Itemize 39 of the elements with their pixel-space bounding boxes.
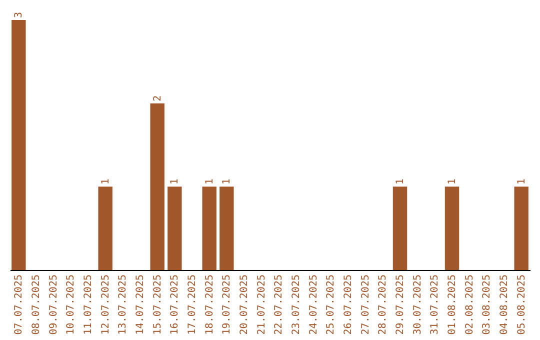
data-label: 1 (170, 178, 181, 185)
data-label: 1 (100, 178, 112, 185)
x-tick-label: 21.07.2025 (256, 274, 268, 335)
x-tick-label: 31.07.2025 (430, 274, 441, 335)
x-tick-label: 26.07.2025 (343, 274, 354, 335)
x-tick-label: 05.08.2025 (516, 274, 528, 335)
x-tick-label: 02.08.2025 (464, 274, 476, 335)
x-tick-label: 12.07.2025 (100, 274, 112, 335)
x-tick-label: 18.07.2025 (204, 274, 216, 335)
x-tick-label: 20.07.2025 (239, 274, 250, 335)
x-tick-label: 23.07.2025 (291, 274, 302, 335)
x-tick-label: 04.08.2025 (499, 274, 510, 335)
x-tick-label: 16.07.2025 (170, 274, 181, 335)
x-tick-label: 08.07.2025 (31, 274, 42, 335)
data-label: 2 (152, 95, 164, 102)
x-tick-label: 29.07.2025 (395, 274, 406, 335)
x-tick-label: 17.07.2025 (187, 274, 198, 335)
x-tick-label: 19.07.2025 (222, 274, 233, 335)
x-tick-label: 03.08.2025 (482, 274, 493, 335)
x-tick-label: 10.07.2025 (66, 274, 77, 335)
data-label: 3 (14, 12, 25, 18)
x-tick-label: 28.07.2025 (378, 274, 389, 335)
x-tick-label: 11.07.2025 (83, 274, 94, 335)
x-tick-label: 30.07.2025 (412, 274, 424, 335)
data-label: 1 (447, 178, 458, 185)
data-label: 1 (204, 178, 216, 185)
x-tick-label: 14.07.2025 (135, 274, 146, 335)
data-label: 1 (222, 178, 233, 185)
x-tick-label: 25.07.2025 (326, 274, 337, 335)
x-tick-label: 24.07.2025 (308, 274, 320, 335)
x-tick-label: 13.07.2025 (118, 274, 129, 335)
x-tick-label: 01.08.2025 (447, 274, 458, 335)
x-tick-label: 09.07.2025 (48, 274, 60, 335)
x-tick-label: 15.07.2025 (152, 274, 164, 335)
x-tick-label: 07.07.2025 (14, 274, 25, 335)
x-tick-label: 27.07.2025 (360, 274, 372, 335)
data-label: 1 (516, 178, 528, 185)
x-tick-label: 22.07.2025 (274, 274, 285, 335)
data-label: 1 (395, 178, 406, 185)
